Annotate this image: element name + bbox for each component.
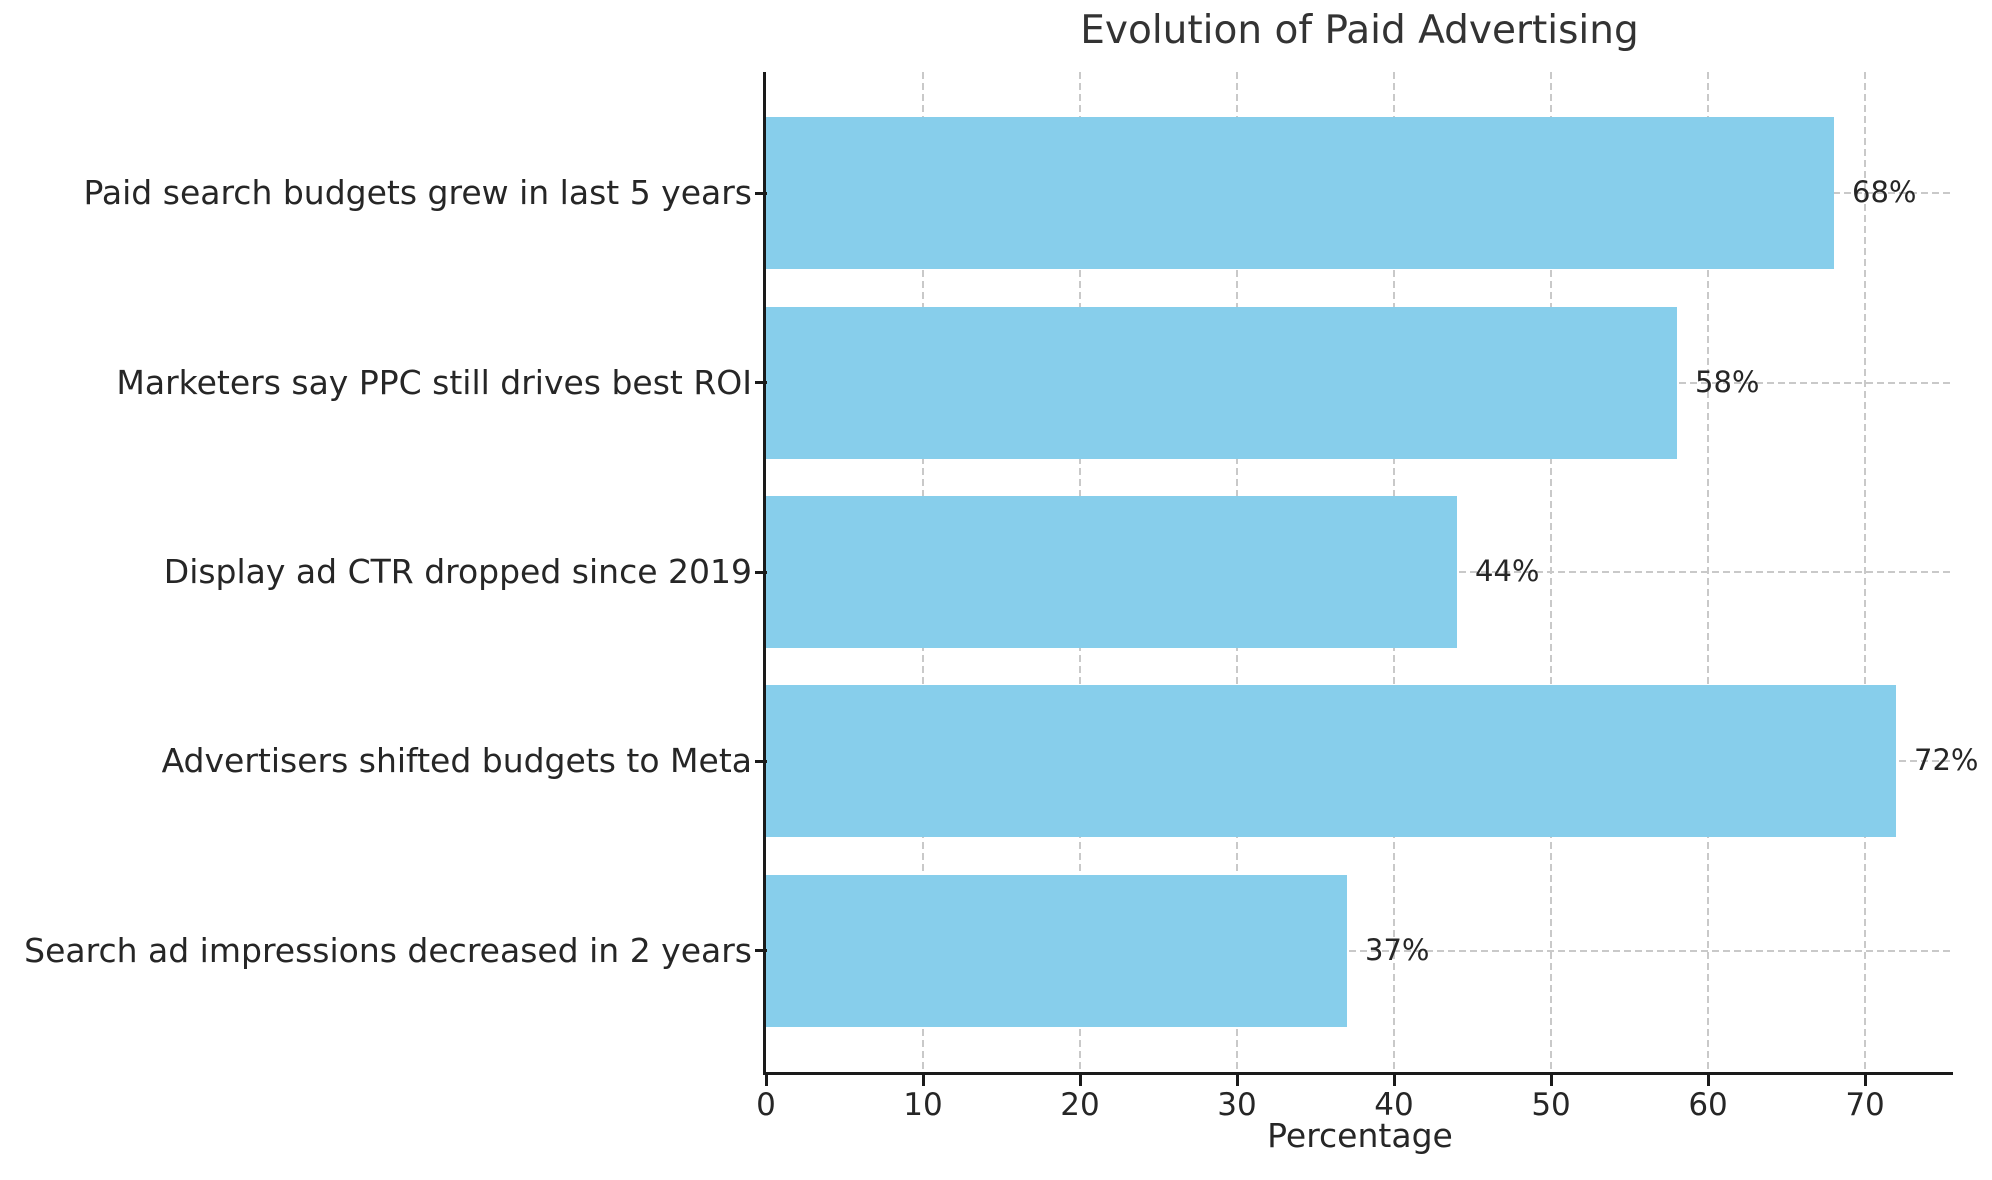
x-tick-label: 60 <box>1688 1087 1728 1123</box>
x-tick-mark <box>1078 1074 1082 1086</box>
category-label: Paid search budgets grew in last 5 years <box>83 173 753 213</box>
x-tick-label: 20 <box>1060 1087 1100 1123</box>
y-axis-spine <box>763 72 766 1075</box>
y-tick-mark <box>755 949 767 953</box>
x-tick-mark <box>921 1074 925 1086</box>
x-tick-label: 0 <box>756 1087 776 1123</box>
x-tick-label: 40 <box>1374 1087 1414 1123</box>
y-gridline <box>766 949 1953 952</box>
y-tick-mark <box>755 759 767 763</box>
bar <box>766 307 1677 459</box>
bar <box>766 117 1834 269</box>
bar <box>766 685 1896 837</box>
bar-value-label: 58% <box>1695 364 1760 399</box>
x-tick-mark <box>1549 1074 1553 1086</box>
bar-value-label: 68% <box>1852 175 1917 210</box>
bar <box>766 496 1457 648</box>
x-tick-mark <box>1706 1074 1710 1086</box>
x-tick-mark <box>1235 1074 1239 1086</box>
x-tick-label: 30 <box>1217 1087 1257 1123</box>
y-tick-mark <box>755 570 767 574</box>
category-label: Search ad impressions decreased in 2 yea… <box>24 930 752 970</box>
bar <box>766 875 1347 1027</box>
x-tick-mark <box>764 1074 768 1086</box>
category-label: Marketers say PPC still drives best ROI <box>116 362 752 402</box>
x-tick-label: 10 <box>903 1087 943 1123</box>
category-label: Display ad CTR dropped since 2019 <box>163 551 752 591</box>
y-tick-mark <box>755 381 767 385</box>
y-tick-mark <box>755 191 767 195</box>
category-label: Advertisers shifted budgets to Meta <box>161 741 752 781</box>
x-tick-label: 50 <box>1531 1087 1571 1123</box>
bar-value-label: 72% <box>1914 743 1979 778</box>
bar-value-label: 37% <box>1365 932 1430 967</box>
x-tick-mark <box>1863 1074 1867 1086</box>
x-axis-spine <box>763 1072 1953 1075</box>
chart-title: Evolution of Paid Advertising <box>1080 8 1639 53</box>
x-tick-label: 70 <box>1845 1087 1885 1123</box>
bar-value-label: 44% <box>1475 554 1540 589</box>
x-tick-mark <box>1392 1074 1396 1086</box>
x-axis-label: Percentage <box>1267 1116 1453 1155</box>
